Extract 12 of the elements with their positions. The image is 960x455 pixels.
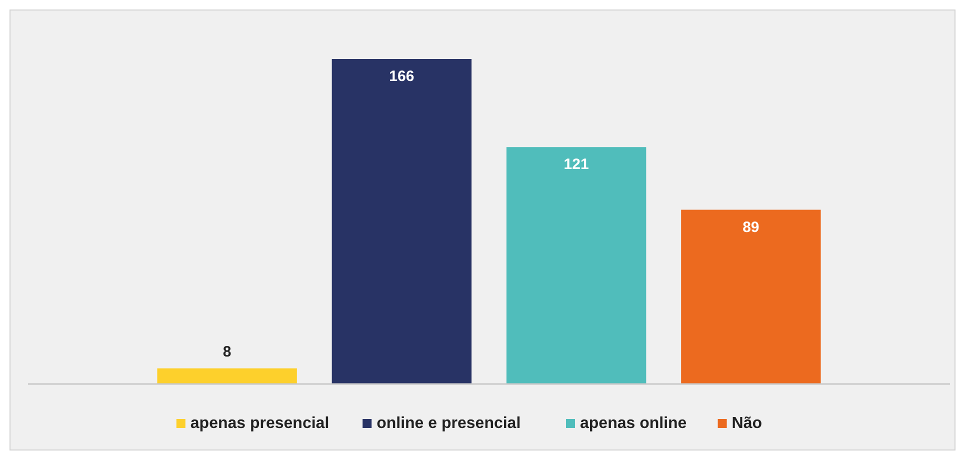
bar [506,147,646,384]
bar [681,210,821,384]
data-label: 8 [222,343,232,360]
data-label: 166 [389,68,414,85]
bar [157,368,297,384]
data-label: 89 [742,218,760,236]
legend-label: online e presencial [376,415,521,432]
legend-label: apenas online [580,415,687,432]
bar [332,59,472,384]
data-label: 121 [564,156,589,174]
legend-label: Não [732,415,762,432]
legend-label: apenas presencial [190,415,330,432]
